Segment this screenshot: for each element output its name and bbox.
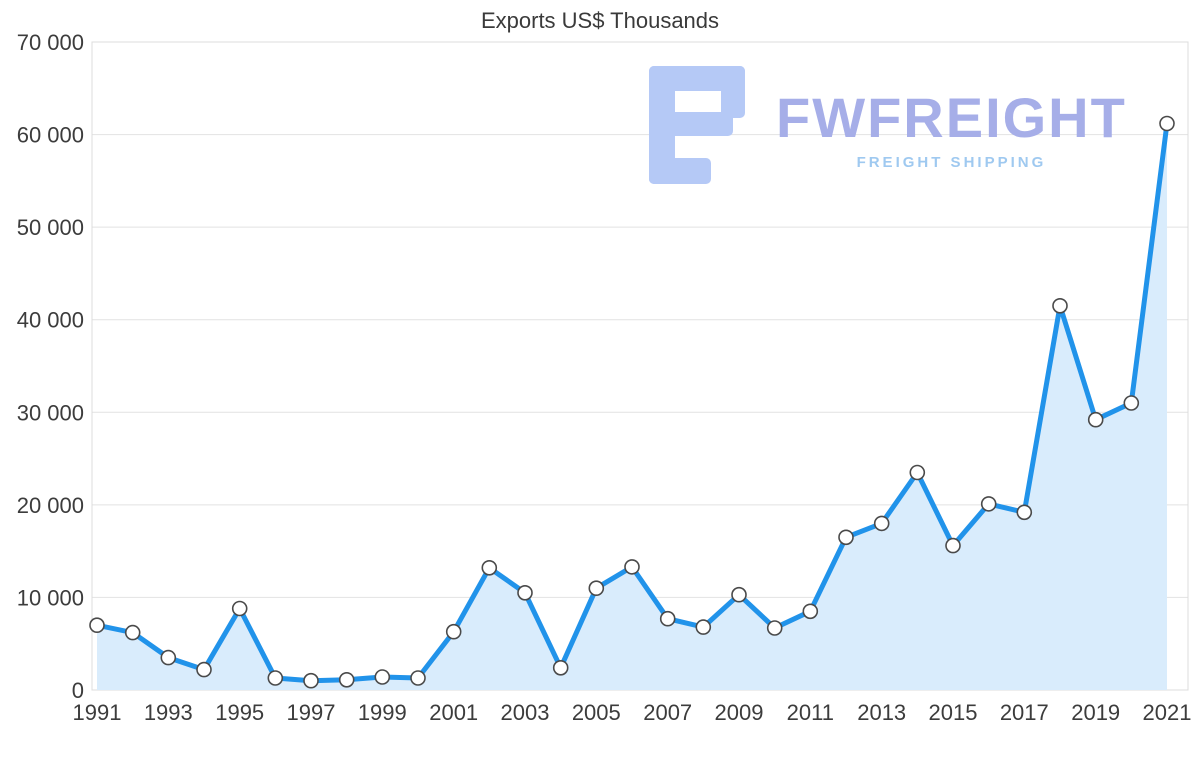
y-axis-label: 30 000	[17, 400, 84, 425]
data-point-marker	[766, 620, 783, 636]
data-point-marker	[410, 670, 426, 686]
x-axis-label: 2019	[1071, 700, 1120, 725]
data-point-marker	[267, 670, 284, 686]
data-point-marker	[445, 623, 462, 640]
x-axis-label: 1991	[73, 700, 122, 725]
y-axis-label: 60 000	[17, 123, 84, 148]
x-axis-label: 2021	[1143, 700, 1192, 725]
data-point-marker	[517, 584, 533, 601]
area-fill	[97, 123, 1167, 690]
data-point-marker	[838, 529, 854, 546]
x-axis-label: 2017	[1000, 700, 1049, 725]
data-point-marker	[624, 559, 640, 575]
y-axis-label: 0	[72, 678, 84, 703]
data-point-marker	[909, 464, 926, 481]
data-point-marker	[945, 537, 961, 554]
data-point-marker	[89, 617, 105, 634]
y-axis-label: 40 000	[17, 308, 84, 333]
data-point-marker	[196, 661, 212, 678]
y-axis-label: 50 000	[17, 215, 84, 240]
chart-title: Exports US$ Thousands	[480, 8, 720, 33]
y-axis-label: 10 000	[17, 585, 84, 610]
x-axis-label: 2007	[643, 700, 692, 725]
x-axis-label: 2011	[787, 700, 834, 725]
data-point-marker	[588, 580, 605, 597]
data-point-marker	[731, 586, 747, 603]
data-point-marker	[802, 603, 819, 620]
data-point-marker	[160, 649, 177, 666]
data-point-marker	[873, 515, 890, 532]
x-axis-label: 2009	[715, 700, 764, 725]
x-axis-label: 2015	[929, 700, 978, 725]
x-axis-label: 1997	[287, 700, 336, 725]
data-point-marker	[659, 610, 676, 627]
y-axis-label: 20 000	[17, 493, 84, 518]
data-point-marker	[124, 624, 141, 641]
data-point-marker	[338, 671, 355, 688]
x-axis-label: 1993	[144, 700, 193, 725]
x-axis-label: 1995	[215, 700, 264, 725]
x-axis-label: 2005	[572, 700, 621, 725]
data-point-marker	[1087, 411, 1104, 428]
data-point-marker	[1159, 115, 1175, 132]
data-point-marker	[1123, 395, 1140, 411]
data-point-marker	[374, 669, 391, 685]
data-point-marker	[303, 672, 319, 689]
data-point-marker	[695, 619, 712, 635]
x-axis-label: 1999	[358, 700, 407, 725]
data-point-marker	[1052, 297, 1068, 314]
data-point-marker	[231, 600, 248, 617]
x-axis-label: 2003	[501, 700, 550, 725]
data-point-marker	[980, 496, 997, 512]
x-axis-label: 2013	[857, 700, 906, 725]
data-point-marker	[552, 659, 569, 676]
data-point-marker	[481, 559, 498, 576]
x-axis-label: 2001	[429, 700, 478, 725]
y-axis-label: 70 000	[17, 30, 84, 55]
data-point-marker	[1016, 504, 1033, 521]
